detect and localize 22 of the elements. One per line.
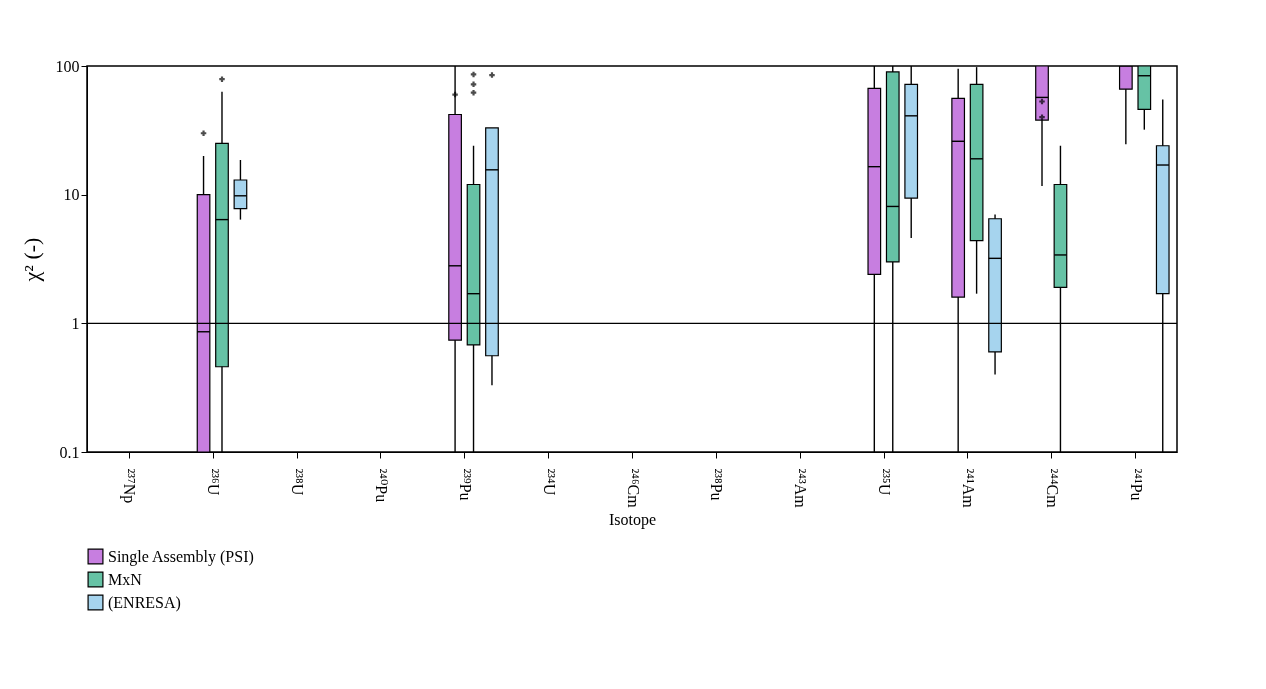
y-axis-title: χ² (-) bbox=[18, 237, 44, 283]
x-tick-label: ²³⁸U bbox=[289, 468, 307, 496]
x-tick-label: ²⁴³Am bbox=[792, 468, 810, 509]
legend-label: MxN bbox=[108, 570, 143, 588]
x-tick-label: ²³⁷Np bbox=[120, 468, 139, 504]
x-tick-label: ²³⁸Pu bbox=[708, 468, 726, 501]
x-axis-title: Isotope bbox=[608, 510, 657, 529]
y-tick-label: 10 bbox=[63, 186, 80, 204]
x-tick-label: ²³⁹Pu bbox=[456, 468, 474, 501]
x-tick-label: ²⁴⁴Cm bbox=[1043, 468, 1061, 509]
legend-label: Single Assembly (PSI) bbox=[108, 547, 254, 566]
x-tick-label: ²³⁵U bbox=[876, 468, 894, 496]
x-tick-label: ²³⁶U bbox=[205, 468, 223, 496]
y-tick-label: 100 bbox=[55, 57, 80, 75]
x-tick-label: ²⁴¹Pu bbox=[1127, 468, 1145, 501]
x-tick-label: ²⁴⁶Cm bbox=[624, 468, 642, 509]
x-tick-label: ²³⁴U bbox=[540, 468, 558, 496]
legend-label: (ENRESA) bbox=[108, 593, 181, 612]
y-tick-label: 1 bbox=[71, 314, 80, 332]
y-tick-label: 0.1 bbox=[59, 443, 80, 461]
x-tick-label: ²⁴¹Am bbox=[959, 468, 977, 509]
x-tick-label: ²⁴⁰Pu bbox=[372, 468, 390, 503]
